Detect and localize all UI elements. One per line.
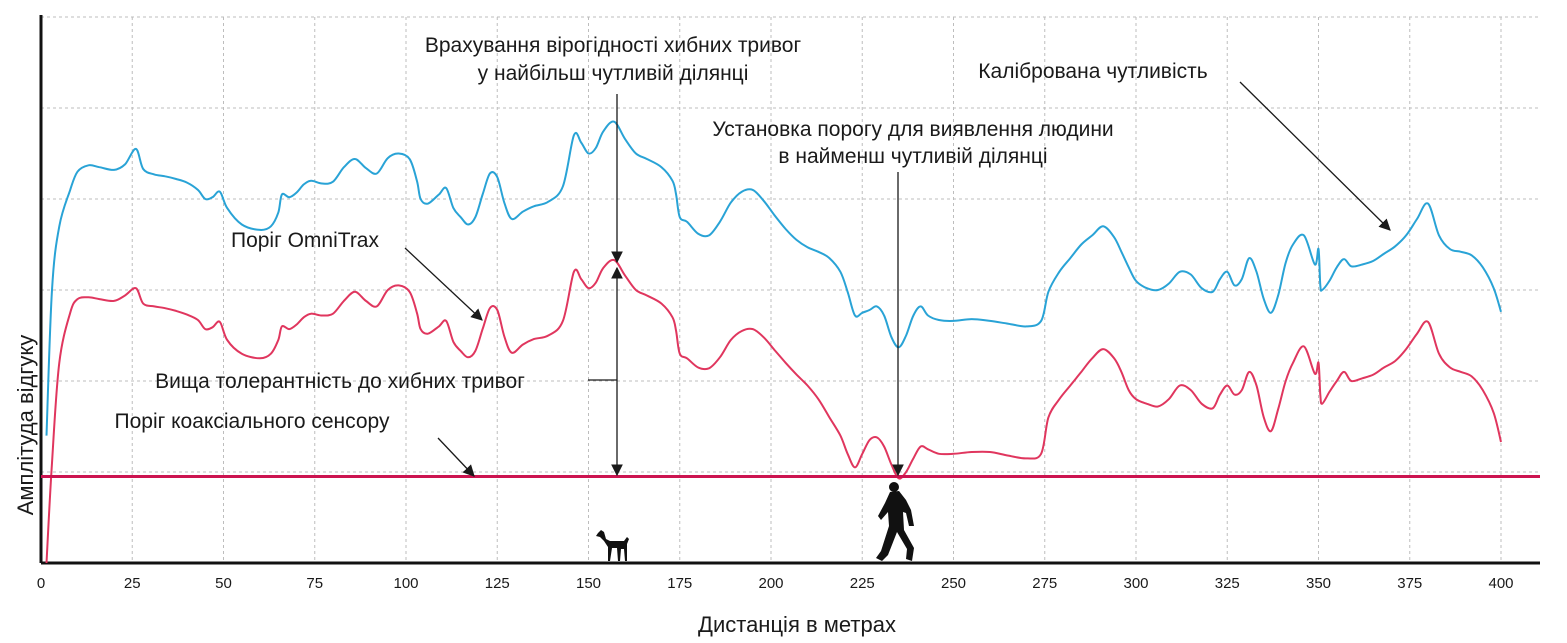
x-tick-label: 150	[576, 575, 601, 592]
x-tick-label: 200	[758, 575, 783, 592]
human-threshold-label-line2: в найменш чутливій ділянці	[778, 145, 1047, 168]
dog-icon	[596, 530, 629, 561]
calibrated-arrow	[1239, 81, 1391, 231]
false-alarm-label-line1: Врахування вірогідності хибних тривог	[425, 34, 802, 57]
walking-person-icon	[876, 482, 914, 561]
coax-label: Поріг коаксіального сенсору	[115, 410, 390, 433]
x-tick-label: 50	[215, 575, 232, 592]
x-tick-label: 375	[1397, 575, 1422, 592]
coax-arrow	[437, 437, 475, 477]
omnitrax-series-line	[45, 258, 1502, 564]
annotation-arrows	[404, 81, 1391, 477]
x-tick-label: 325	[1215, 575, 1240, 592]
omnitrax-arrow	[404, 247, 483, 321]
omnitrax-label: Поріг OmniTrax	[231, 229, 380, 252]
calibrated-label: Калібрована чутливість	[978, 60, 1207, 83]
human-threshold-label-line1: Установка порогу для виявлення людини	[712, 118, 1113, 141]
x-tick-label: 100	[393, 575, 418, 592]
x-tick-labels: 0 25 50 75 100 125 150 175 200 225 250 275 300 325 350…	[37, 575, 1514, 592]
x-tick-label: 300	[1123, 575, 1148, 592]
calibrated-series-line	[45, 120, 1502, 436]
grid	[41, 16, 1540, 563]
x-tick-label: 275	[1032, 575, 1057, 592]
x-tick-label: 350	[1306, 575, 1331, 592]
x-tick-label: 75	[306, 575, 323, 592]
y-axis-title: Амплітуда відгуку	[13, 335, 38, 516]
series-lines	[41, 120, 1540, 564]
x-tick-label: 400	[1488, 575, 1513, 592]
false-alarm-label-line2: у найбільш чутливій ділянці	[478, 62, 749, 85]
tolerance-label: Вища толерантність до хибних тривог	[155, 370, 525, 393]
x-tick-label: 125	[485, 575, 510, 592]
x-axis-title: Дистанція в метрах	[698, 612, 896, 637]
x-tick-label: 175	[667, 575, 692, 592]
x-tick-label: 250	[941, 575, 966, 592]
x-tick-label: 0	[37, 575, 45, 592]
x-tick-label: 25	[124, 575, 141, 592]
x-tick-label: 225	[850, 575, 875, 592]
